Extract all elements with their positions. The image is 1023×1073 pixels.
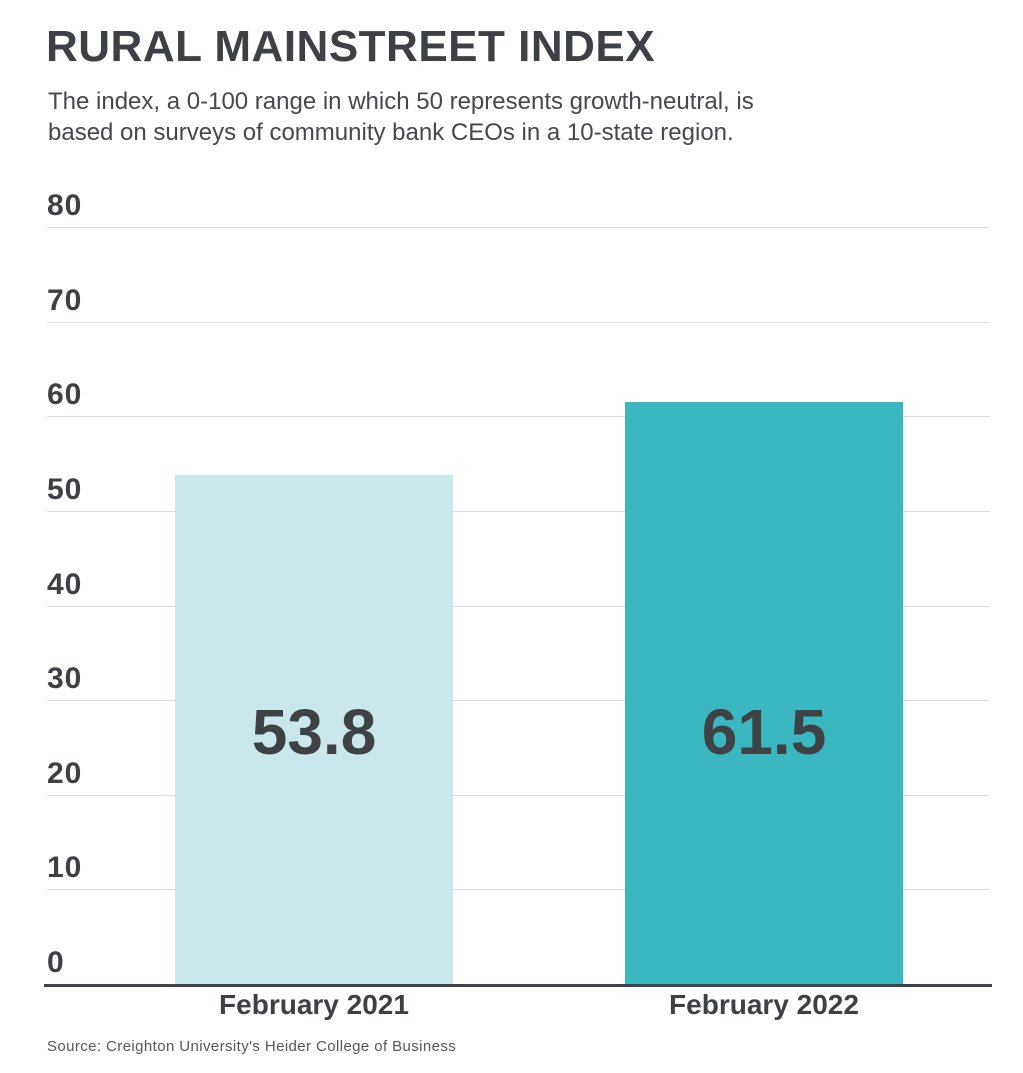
bar-february-2022 [625, 402, 903, 984]
y-axis-tick-label-10: 10 [47, 851, 83, 885]
y-axis-tick-label-60: 60 [47, 378, 83, 412]
x-axis-label-february-2022: February 2022 [669, 989, 859, 1020]
source-note: Source: Creighton University's Heider Co… [47, 1038, 457, 1055]
gridline-60 [47, 416, 990, 418]
y-axis-tick-label-50: 50 [47, 472, 83, 506]
y-axis-tick-label-70: 70 [47, 283, 83, 317]
gridline-30 [47, 700, 990, 702]
x-axis-baseline [44, 984, 992, 987]
gridline-70 [47, 321, 990, 323]
chart-subtitle: The index, a 0-100 range in which 50 rep… [48, 86, 754, 148]
y-axis-tick-label-40: 40 [47, 567, 83, 601]
y-axis-tick-label-30: 30 [47, 662, 83, 696]
gridline-20 [47, 794, 990, 796]
chart-subtitle-line-1: The index, a 0-100 range in which 50 rep… [48, 88, 754, 115]
bar-february-2021 [175, 474, 453, 984]
gridline-10 [47, 889, 990, 891]
chart-subtitle-line-2: based on surveys of community bank CEOs … [48, 119, 734, 146]
gridline-80 [47, 227, 990, 228]
bar-value-label-february-2021: 53.8 [251, 696, 377, 768]
y-axis-tick-label-20: 20 [47, 756, 83, 790]
gridline-40 [47, 605, 990, 607]
page-title: RURAL MAINSTREET INDEX [46, 22, 656, 71]
gridline-50 [47, 510, 990, 512]
x-axis-label-february-2021: February 2021 [219, 989, 409, 1020]
y-axis-tick-label-80: 80 [47, 189, 83, 222]
y-axis-tick-label-0: 0 [47, 946, 65, 979]
bar-value-label-february-2022: 61.5 [701, 696, 827, 768]
